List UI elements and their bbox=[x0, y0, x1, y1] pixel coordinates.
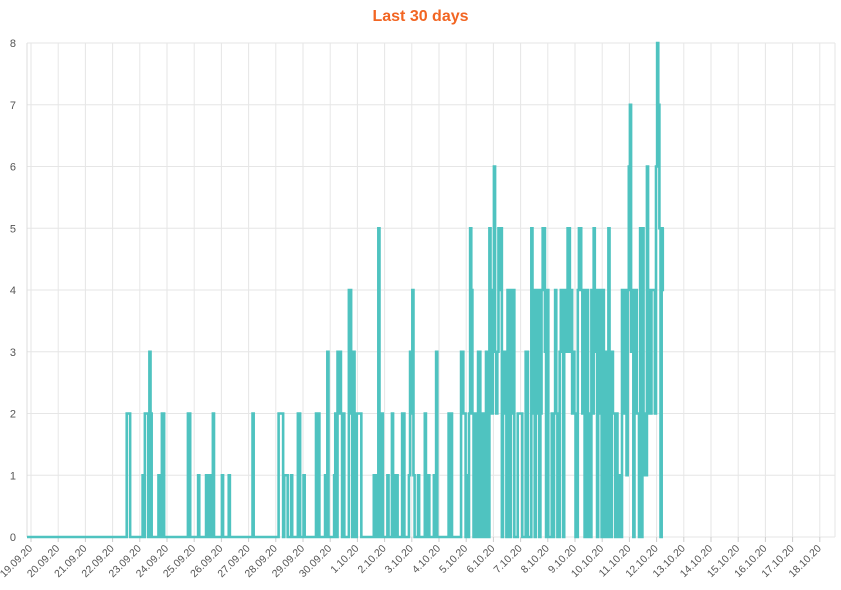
x-tick-label: 8.10.20 bbox=[519, 543, 552, 576]
y-tick-label: 4 bbox=[10, 285, 16, 297]
x-tick-label: 3.10.20 bbox=[383, 543, 416, 576]
x-tick-label: 6.10.20 bbox=[464, 543, 497, 576]
chart-series bbox=[27, 41, 665, 539]
x-tick-label: 4.10.20 bbox=[410, 543, 443, 576]
y-tick-label: 7 bbox=[10, 100, 16, 112]
y-axis-ticks: 0 1 2 3 4 5 6 7 8 bbox=[10, 38, 16, 544]
y-tick-label: 1 bbox=[10, 470, 16, 482]
x-tick-label: 2.10.20 bbox=[355, 543, 388, 576]
x-tick-label: 5.10.20 bbox=[437, 543, 470, 576]
series-line bbox=[27, 41, 665, 539]
chart-title: Last 30 days bbox=[372, 8, 469, 25]
x-tick-label: 1.10.20 bbox=[328, 543, 361, 576]
y-tick-label: 6 bbox=[10, 162, 16, 174]
y-tick-label: 3 bbox=[10, 347, 16, 359]
y-tick-label: 0 bbox=[10, 532, 16, 544]
y-tick-label: 8 bbox=[10, 38, 16, 50]
x-axis-ticks: 19.09.2020.09.2021.09.2022.09.2023.09.20… bbox=[0, 543, 824, 581]
chart-grid bbox=[27, 42, 836, 538]
y-tick-label: 2 bbox=[10, 409, 16, 421]
x-tick-label: 7.10.20 bbox=[491, 543, 524, 576]
y-tick-label: 5 bbox=[10, 223, 16, 235]
